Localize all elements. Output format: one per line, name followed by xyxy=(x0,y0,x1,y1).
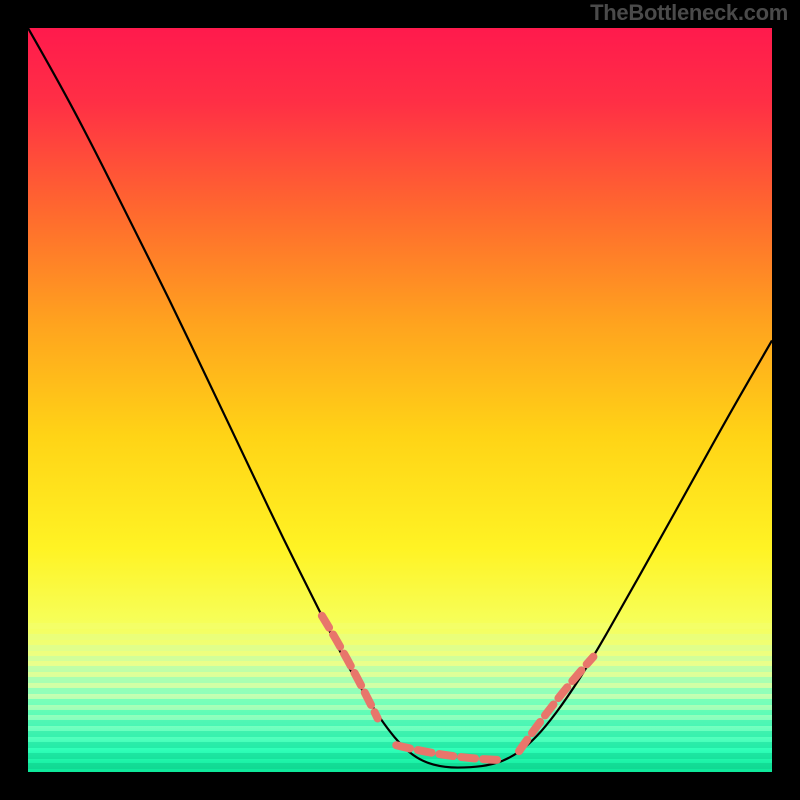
curve-layer xyxy=(28,28,772,772)
bottleneck-curve xyxy=(28,28,772,768)
watermark-text: TheBottleneck.com xyxy=(590,0,788,26)
marker-cluster-segment xyxy=(519,657,593,751)
chart-frame: TheBottleneck.com xyxy=(0,0,800,800)
plot-area xyxy=(28,28,772,772)
marker-cluster-segment xyxy=(396,745,504,760)
marker-cluster-segment xyxy=(322,616,378,719)
